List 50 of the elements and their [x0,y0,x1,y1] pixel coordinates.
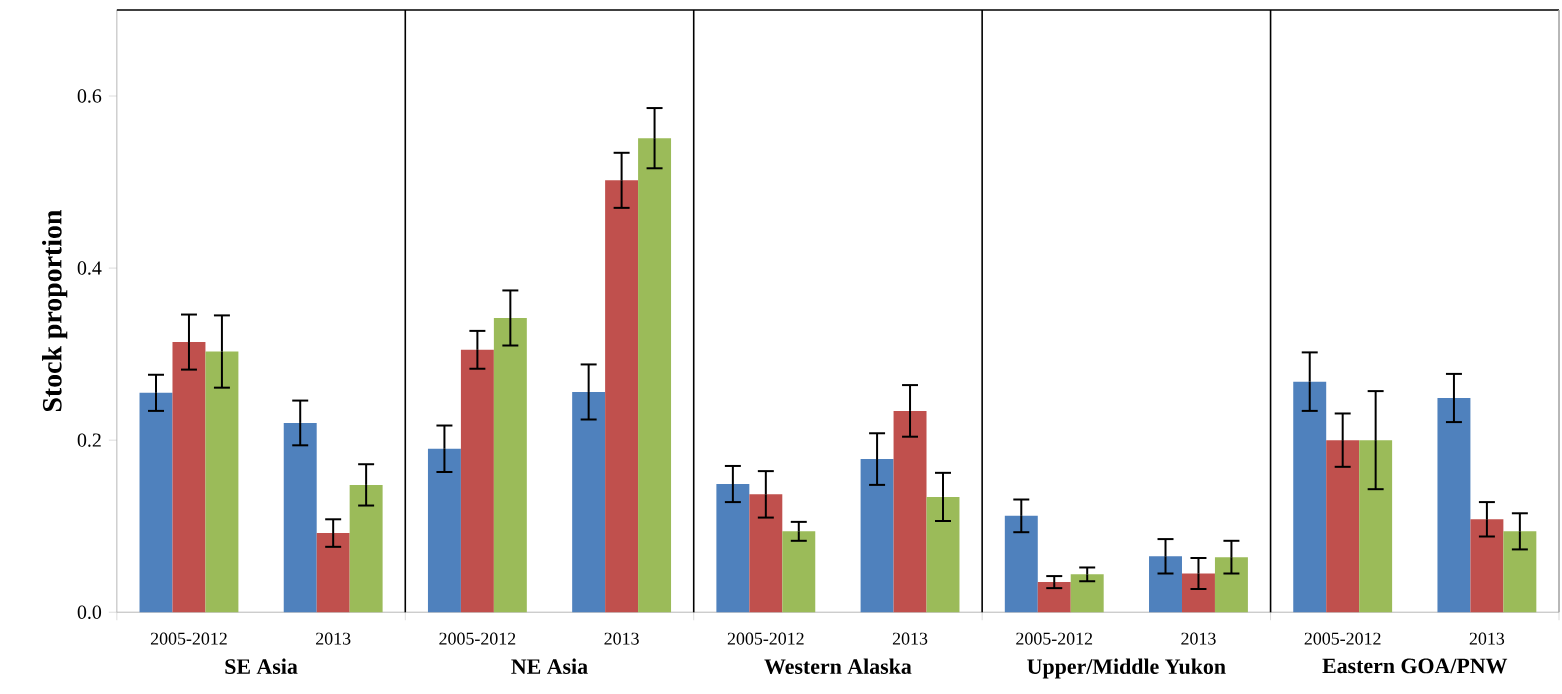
bar [283,422,317,613]
bar [1437,397,1471,613]
bar [1359,440,1393,613]
bar [572,391,606,613]
bar [716,483,750,613]
x-tick-label: 2005-2012 [1016,632,1093,645]
bar [1293,381,1327,613]
text: Eastern GOA/PNW [1322,658,1508,674]
bar [460,349,494,613]
bar [139,392,173,613]
bar [749,494,783,613]
bar [605,180,639,613]
bar [316,533,350,613]
bar [1037,582,1071,613]
text: Western Alaska [764,658,912,675]
y-axis-title: Stock proportion [42,209,68,412]
text: NE Asia [511,658,588,674]
bar [1004,515,1038,613]
bar [493,317,527,613]
bar [1070,574,1104,613]
bar [926,496,960,613]
x-tick-label: 2013 [604,632,639,645]
y-tick-label: 0.6 [77,89,102,103]
bar [638,138,672,613]
text: SE Asia [225,658,298,674]
x-tick-label: 2005-2012 [1304,632,1381,645]
bar [1214,557,1248,613]
bar [349,484,383,613]
bar [205,351,239,613]
x-tick-label: 2013 [892,632,928,645]
bar [1149,556,1182,613]
y-tick-label: 0.4 [77,261,102,275]
x-tick-label: 2013 [316,632,351,645]
y-tick-label: 0.0 [77,605,102,619]
x-tick-label: 2013 [1469,632,1505,645]
bar [860,459,894,613]
text: Upper/Middle Yukon [1027,658,1226,679]
y-tick-label: 0.2 [77,433,101,447]
bar [427,448,461,613]
bar [782,531,816,613]
x-tick-label: 2005-2012 [439,632,516,645]
bar [1470,519,1504,613]
bar [1326,440,1360,613]
bar [172,342,206,613]
bar [893,410,927,613]
bar [1503,531,1537,613]
x-tick-label: 2013 [1181,632,1216,645]
x-tick-label: 2005-2012 [150,632,227,645]
x-tick-label: 2005-2012 [727,632,804,645]
bar [1181,573,1215,613]
